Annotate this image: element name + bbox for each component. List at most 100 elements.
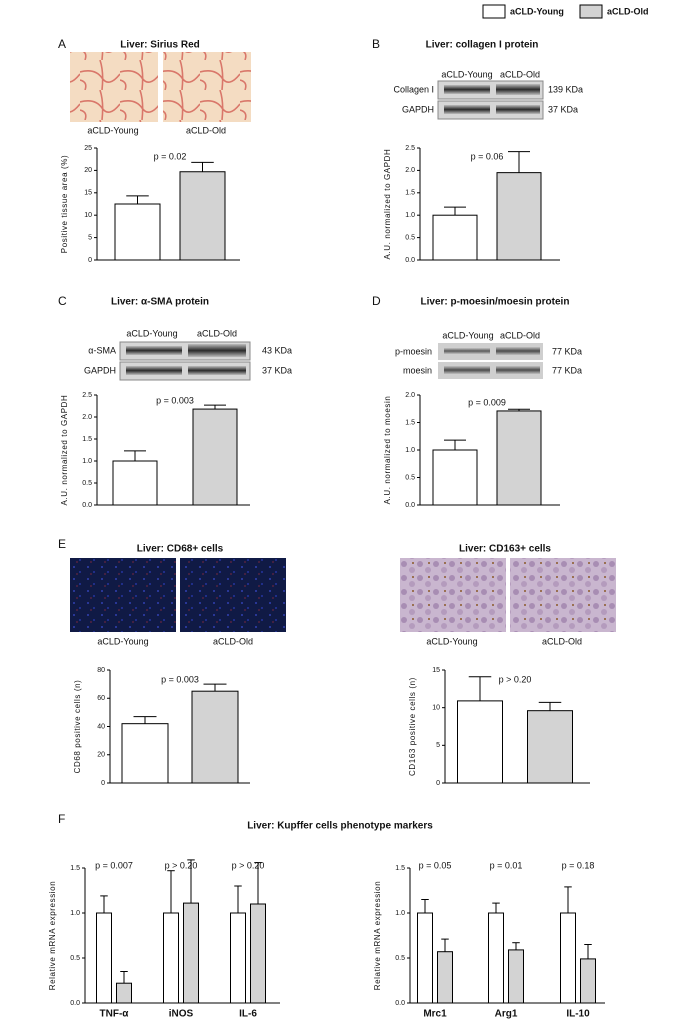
y-tick-label: 60 bbox=[97, 695, 105, 702]
y-tick-label: 0 bbox=[101, 780, 105, 787]
blot-band bbox=[496, 347, 540, 355]
y-tick-label: 0 bbox=[436, 780, 440, 787]
panel-title: Liver: CD68+ cells bbox=[137, 544, 224, 555]
bar bbox=[116, 982, 132, 1004]
y-tick-label: 1.5 bbox=[405, 190, 415, 197]
blot-band bbox=[188, 344, 246, 357]
legend-label: aCLD-Young bbox=[510, 6, 564, 16]
y-tick-label: 0.0 bbox=[82, 502, 92, 509]
y-tick-label: 1.0 bbox=[82, 458, 92, 465]
bar bbox=[191, 690, 239, 784]
bar bbox=[230, 912, 246, 1004]
bar-group bbox=[432, 206, 478, 261]
y-tick-label: 10 bbox=[84, 212, 92, 219]
blot-size: 37 KDa bbox=[262, 365, 292, 375]
bar bbox=[432, 214, 478, 261]
bar-group bbox=[457, 676, 503, 784]
annotation: p > 0.20 bbox=[499, 674, 532, 684]
bar bbox=[437, 951, 453, 1004]
annotation: p = 0.05 bbox=[419, 860, 452, 870]
y-tick-label: 25 bbox=[84, 145, 92, 152]
annotation: p > 0.20 bbox=[232, 860, 265, 870]
bar bbox=[417, 912, 433, 1004]
blot-size: 77 KDa bbox=[552, 346, 582, 356]
bar-group bbox=[230, 885, 246, 1004]
y-axis-label: Relative mRNA expression bbox=[373, 881, 382, 991]
y-tick-label: 0.0 bbox=[405, 257, 415, 264]
bar-group bbox=[250, 862, 266, 1004]
x-tick-label: iNOS bbox=[169, 1009, 194, 1020]
bar bbox=[508, 949, 524, 1004]
legend-swatch bbox=[579, 4, 603, 19]
bar-group bbox=[527, 701, 573, 784]
y-tick-label: 0.5 bbox=[82, 480, 92, 487]
bar bbox=[163, 912, 179, 1004]
panel-title: Liver: CD163+ cells bbox=[459, 544, 551, 555]
panel-label: C bbox=[58, 294, 67, 308]
image-caption: aCLD-Young bbox=[426, 636, 477, 646]
panel-title: Liver: α-SMA protein bbox=[111, 297, 209, 308]
x-tick-label: Mrc1 bbox=[423, 1009, 447, 1020]
blot-band bbox=[188, 366, 246, 375]
legend-swatch bbox=[482, 4, 506, 19]
y-tick-label: 0.0 bbox=[70, 1000, 80, 1007]
y-axis-label: A.U. normalized to GAPDH bbox=[60, 395, 69, 506]
y-tick-label: 1.5 bbox=[405, 419, 415, 426]
y-tick-label: 20 bbox=[97, 752, 105, 759]
bar-group bbox=[179, 161, 226, 261]
blot-band bbox=[444, 85, 490, 94]
annotation: p = 0.06 bbox=[471, 151, 504, 161]
bar-group bbox=[560, 886, 576, 1004]
bar-group bbox=[437, 938, 453, 1004]
y-tick-label: 2.0 bbox=[405, 167, 415, 174]
y-axis-label: CD163 positive cells (n) bbox=[408, 677, 417, 776]
bar-group bbox=[183, 859, 199, 1004]
bar-group bbox=[114, 195, 161, 261]
y-tick-label: 5 bbox=[88, 234, 92, 241]
blot-lane: aCLD-Old bbox=[197, 328, 237, 338]
blot-band bbox=[126, 366, 182, 375]
bar bbox=[432, 449, 478, 506]
y-tick-label: 0.0 bbox=[405, 502, 415, 509]
panel-label: E bbox=[58, 537, 66, 551]
y-axis-label: CD68 positive cells (n) bbox=[73, 680, 82, 774]
blot-lane: aCLD-Young bbox=[126, 328, 177, 338]
annotation: p = 0.007 bbox=[95, 860, 133, 870]
bar-group bbox=[191, 683, 239, 784]
bar bbox=[488, 912, 504, 1004]
tissue-image bbox=[70, 52, 158, 122]
y-tick-label: 20 bbox=[84, 167, 92, 174]
legend: aCLD-Young aCLD-Old bbox=[482, 4, 649, 19]
bar-group bbox=[112, 450, 158, 506]
y-tick-label: 0.5 bbox=[70, 955, 80, 962]
bar-group bbox=[496, 408, 542, 506]
y-tick-label: 80 bbox=[97, 667, 105, 674]
bar bbox=[580, 958, 596, 1004]
y-tick-label: 1.5 bbox=[82, 436, 92, 443]
bar-group bbox=[121, 716, 169, 784]
bar bbox=[560, 912, 576, 1004]
bar-group bbox=[496, 151, 542, 261]
annotation: p = 0.02 bbox=[154, 151, 187, 161]
tissue-image bbox=[400, 558, 506, 632]
image-caption: aCLD-Young bbox=[87, 125, 138, 135]
blot-row-label: p-moesin bbox=[395, 346, 432, 356]
panel-label: D bbox=[372, 294, 381, 308]
x-tick-label: TNF-α bbox=[100, 1009, 130, 1020]
blot-row-label: moesin bbox=[403, 365, 432, 375]
y-tick-label: 1.5 bbox=[70, 865, 80, 872]
blot-row-label: GAPDH bbox=[402, 104, 434, 114]
blot-band bbox=[496, 105, 540, 114]
image-caption: aCLD-Old bbox=[213, 636, 253, 646]
blot-band bbox=[444, 366, 490, 374]
image-caption: aCLD-Old bbox=[186, 125, 226, 135]
y-tick-label: 10 bbox=[432, 705, 440, 712]
y-tick-label: 1.0 bbox=[405, 212, 415, 219]
bar bbox=[496, 410, 542, 506]
blot-band bbox=[496, 366, 540, 374]
y-tick-label: 1.5 bbox=[395, 865, 405, 872]
y-tick-label: 5 bbox=[436, 742, 440, 749]
y-tick-label: 40 bbox=[97, 723, 105, 730]
bar-group bbox=[192, 404, 238, 506]
